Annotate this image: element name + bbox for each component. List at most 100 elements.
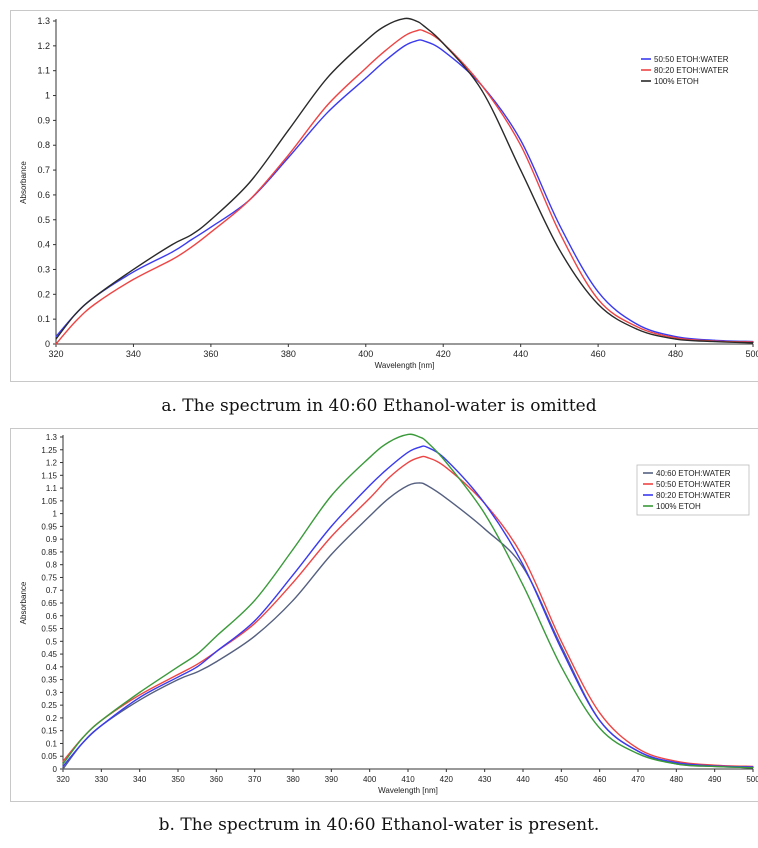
legend-label: 100% ETOH <box>654 77 699 86</box>
data-point <box>403 45 406 47</box>
data-point <box>55 338 57 340</box>
data-point <box>481 89 483 92</box>
data-point <box>560 666 562 668</box>
data-point <box>177 679 179 681</box>
data-point <box>520 169 522 171</box>
data-point <box>484 528 486 530</box>
data-point <box>384 60 386 62</box>
data-point <box>423 25 425 27</box>
x-tick-label: 500 <box>745 349 758 359</box>
x-tick-label: 320 <box>48 349 63 359</box>
data-point <box>254 635 256 637</box>
data-point <box>426 441 428 443</box>
data-point <box>55 335 57 338</box>
data-point <box>249 181 251 184</box>
data-point <box>558 224 560 226</box>
data-point <box>597 291 599 293</box>
x-tick-label: 420 <box>436 349 451 359</box>
data-point <box>139 694 141 696</box>
data-point <box>74 321 76 323</box>
data-point <box>418 456 421 459</box>
data-point <box>407 484 409 487</box>
y-tick-label: 1 <box>45 91 50 101</box>
data-point <box>132 271 135 273</box>
y-tick-label: 0.25 <box>41 701 57 710</box>
y-tick-label: 0.95 <box>41 522 57 531</box>
data-point <box>196 666 198 668</box>
data-point <box>445 497 447 499</box>
y-tick-label: 0.2 <box>37 289 50 299</box>
data-point <box>254 622 256 625</box>
data-point <box>407 451 409 453</box>
data-point <box>481 85 483 87</box>
data-point <box>403 35 406 37</box>
y-tick-label: 1.15 <box>41 471 57 480</box>
x-axis-label: Wavelength [nm] <box>378 786 438 795</box>
y-tick-label: 1.1 <box>46 484 58 493</box>
chart-panel-b: 320 330 340 350 360 370 380 390 400 410 420 430 440 4… <box>10 428 758 802</box>
x-tick-label: 400 <box>363 775 377 784</box>
y-tick-label: 0.1 <box>37 314 50 324</box>
y-tick-label: 0.05 <box>41 752 57 761</box>
data-point <box>637 753 639 755</box>
data-point <box>369 497 371 499</box>
x-tick-label: 330 <box>95 775 109 784</box>
data-point <box>388 467 390 469</box>
data-point <box>330 495 332 497</box>
data-point <box>177 673 179 676</box>
data-point <box>287 154 289 156</box>
data-point <box>139 691 141 693</box>
data-point <box>558 248 560 251</box>
data-point <box>365 67 367 69</box>
data-point <box>292 548 294 550</box>
x-tick-label: 500 <box>746 775 758 784</box>
y-tick-label: 0.4 <box>46 663 58 672</box>
y-axis-label: Absorbance <box>19 581 28 624</box>
data-point <box>190 246 193 248</box>
y-tick-label: 0.8 <box>37 140 50 150</box>
data-point <box>403 17 406 20</box>
x-tick-label: 380 <box>281 349 296 359</box>
data-point <box>426 484 428 487</box>
data-point <box>560 640 562 642</box>
x-tick-label: 320 <box>56 775 70 784</box>
data-point <box>171 251 173 253</box>
data-point <box>196 663 198 665</box>
y-tick-label: 0.3 <box>37 264 50 274</box>
data-point <box>330 525 332 527</box>
data-point <box>522 556 524 558</box>
data-point <box>330 536 332 538</box>
data-point <box>81 737 83 739</box>
data-point <box>215 661 217 663</box>
x-tick-label: 420 <box>440 775 454 784</box>
data-point <box>132 268 135 271</box>
chart-panel-a: 320 340 360 380 400 420 440 460 480 500 0 0.1 0.2 0.3… <box>10 10 758 382</box>
x-tick-label: 460 <box>593 775 607 784</box>
data-point <box>196 671 198 673</box>
data-point <box>196 653 198 655</box>
data-point <box>94 296 96 298</box>
data-point <box>384 50 386 52</box>
data-point <box>190 234 193 236</box>
data-point <box>445 459 447 461</box>
data-point <box>522 566 524 568</box>
data-point <box>330 553 332 556</box>
y-tick-label: 1.2 <box>37 41 50 51</box>
x-tick-label: 480 <box>670 775 684 784</box>
legend-label: 80:20 ETOH:WATER <box>656 491 731 500</box>
y-tick-label: 0 <box>45 339 50 349</box>
data-point <box>484 513 486 515</box>
x-tick-label: 430 <box>478 775 492 784</box>
caption-b: b. The spectrum in 40:60 Ethanol-water i… <box>158 815 600 835</box>
data-point <box>249 199 251 201</box>
data-point <box>520 139 522 141</box>
data-point <box>62 760 64 762</box>
data-point <box>215 635 217 637</box>
y-tick-label: 0.3 <box>46 688 58 697</box>
data-point <box>326 77 328 79</box>
data-point <box>637 747 639 750</box>
data-point <box>287 129 289 131</box>
data-point <box>94 303 96 305</box>
data-point <box>674 335 677 338</box>
y-tick-label: 1 <box>53 510 58 519</box>
